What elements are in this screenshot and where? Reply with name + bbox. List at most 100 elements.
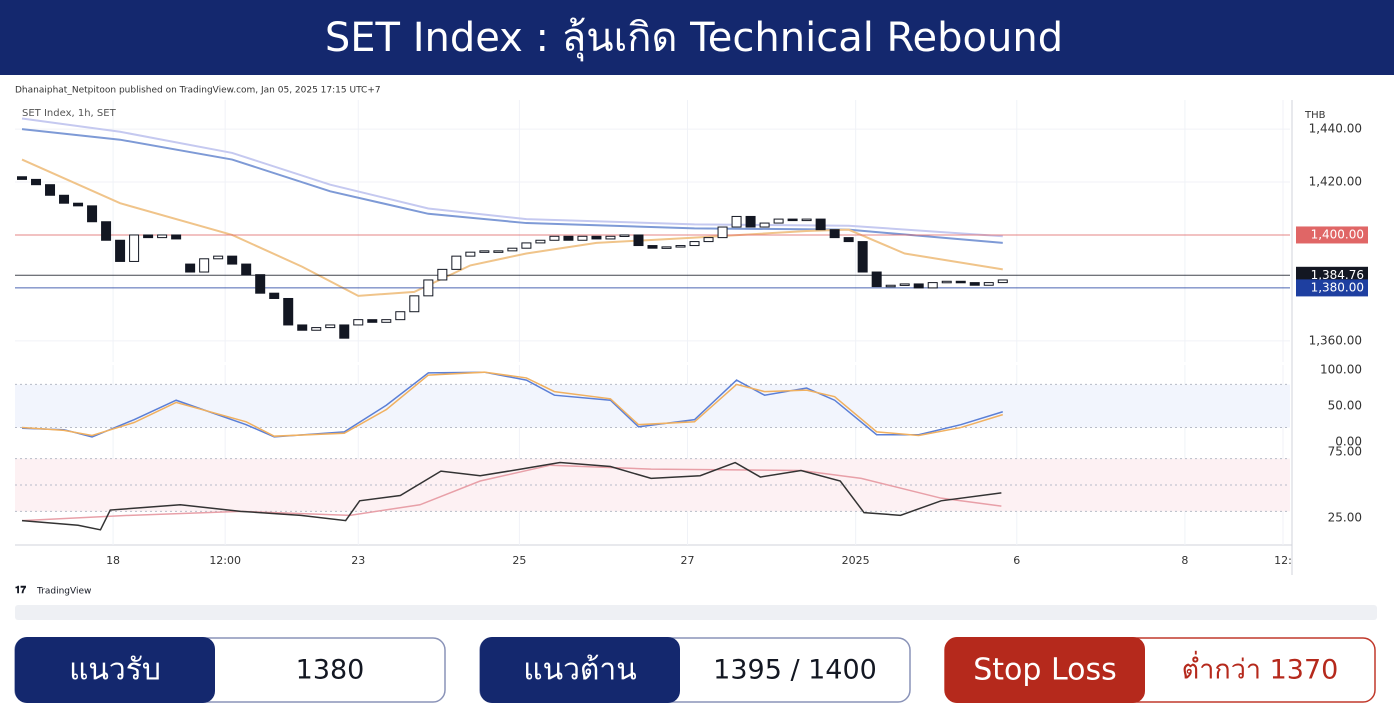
level-label: แนวรับ xyxy=(69,653,161,688)
line-series xyxy=(21,371,1003,437)
level-tag xyxy=(480,637,680,703)
candle xyxy=(703,237,714,243)
x-tick-label: 12:00 xyxy=(209,554,241,567)
levels: แนวรับ 1380 แนวต้าน 1395 / 1400 Stop Loss ต่ำ… xyxy=(14,637,1376,703)
candle xyxy=(521,242,532,249)
candle xyxy=(787,218,798,222)
candle xyxy=(311,327,322,331)
candle xyxy=(815,218,826,231)
level-label: Stop Loss xyxy=(973,653,1117,688)
candle xyxy=(647,245,658,249)
x-tick-label: 23 xyxy=(351,554,365,567)
candle xyxy=(129,234,140,262)
level-label: แนวต้าน xyxy=(523,653,637,688)
y-tick-label: 1,360.00 xyxy=(1309,333,1362,347)
candle xyxy=(983,282,994,286)
level-tag xyxy=(945,637,1145,703)
candle xyxy=(31,178,42,186)
candle xyxy=(493,250,504,253)
candle xyxy=(283,297,294,326)
candle xyxy=(143,234,154,239)
header-band xyxy=(0,0,1394,75)
brand-logo: 𝟏𝟕 xyxy=(15,585,27,596)
x-tick-label: 2025 xyxy=(842,554,870,567)
candle xyxy=(241,263,252,276)
candle xyxy=(829,229,840,239)
candle xyxy=(395,311,406,321)
candle xyxy=(507,247,518,252)
candle xyxy=(997,279,1008,284)
price-label: 1,400.00 xyxy=(1311,227,1364,241)
scrollbar[interactable] xyxy=(15,605,1377,620)
candle xyxy=(941,280,952,284)
candle xyxy=(731,215,742,228)
price-label: 1,384.76 xyxy=(1311,268,1364,282)
candle xyxy=(913,283,924,289)
candle xyxy=(213,255,224,260)
line-series xyxy=(21,158,1003,297)
band-fill xyxy=(15,384,1290,428)
candle xyxy=(269,292,280,299)
candle xyxy=(451,255,462,270)
y-tick-label: 0.00 xyxy=(1335,434,1362,448)
candle xyxy=(101,221,112,241)
candle xyxy=(437,268,448,281)
candle xyxy=(661,246,672,249)
candle xyxy=(227,255,238,265)
candle xyxy=(605,235,616,240)
x-tick-label: 27 xyxy=(681,554,695,567)
candle xyxy=(185,263,196,273)
line-series xyxy=(21,461,1002,531)
candle xyxy=(885,284,896,288)
candle xyxy=(353,319,364,326)
unit-label: THB xyxy=(1304,110,1326,121)
candle xyxy=(409,295,420,313)
candle xyxy=(199,258,210,273)
candle xyxy=(59,194,70,204)
candle xyxy=(73,202,84,207)
candle xyxy=(857,241,868,273)
candle xyxy=(325,324,336,329)
line-series xyxy=(21,128,1003,244)
price-label: 1,380.00 xyxy=(1311,280,1364,294)
level-value: ต่ำกว่า 1370 xyxy=(1182,651,1339,686)
candle xyxy=(339,324,350,339)
y-tick-label: 50.00 xyxy=(1328,398,1362,412)
y-tick-label: 100.00 xyxy=(1320,363,1362,377)
candle xyxy=(801,218,812,222)
candle xyxy=(591,235,602,240)
line-series xyxy=(21,117,1003,238)
candle xyxy=(899,283,910,286)
level-value: 1395 / 1400 xyxy=(713,655,877,686)
candle xyxy=(367,319,378,323)
price-label-box xyxy=(1296,279,1368,297)
candle xyxy=(549,235,560,241)
band-fill xyxy=(15,458,1290,512)
candle xyxy=(773,218,784,224)
candle xyxy=(843,237,854,243)
y-tick-label: 25.00 xyxy=(1328,510,1362,524)
candle xyxy=(45,184,56,196)
x-tick-label: 8 xyxy=(1181,554,1188,567)
candle xyxy=(297,324,308,331)
candle xyxy=(171,234,182,240)
x-tick-label: 6 xyxy=(1013,554,1020,567)
y-tick-label: 1,440.00 xyxy=(1309,122,1362,136)
candle xyxy=(17,176,28,180)
candle xyxy=(969,282,980,286)
candle xyxy=(759,222,770,228)
candle xyxy=(87,205,98,223)
candle xyxy=(871,271,882,288)
header-title: SET Index : ลุ้นเกิด Technical Rebound xyxy=(325,15,1063,62)
candle xyxy=(423,279,434,297)
candle xyxy=(479,250,490,253)
candle xyxy=(381,319,392,323)
candle xyxy=(633,234,644,247)
x-tick-label: 25 xyxy=(512,554,526,567)
brand: TradingView xyxy=(36,587,91,597)
candle xyxy=(577,235,588,241)
candle xyxy=(689,241,700,247)
y-tick-label: 1,420.00 xyxy=(1309,175,1362,189)
